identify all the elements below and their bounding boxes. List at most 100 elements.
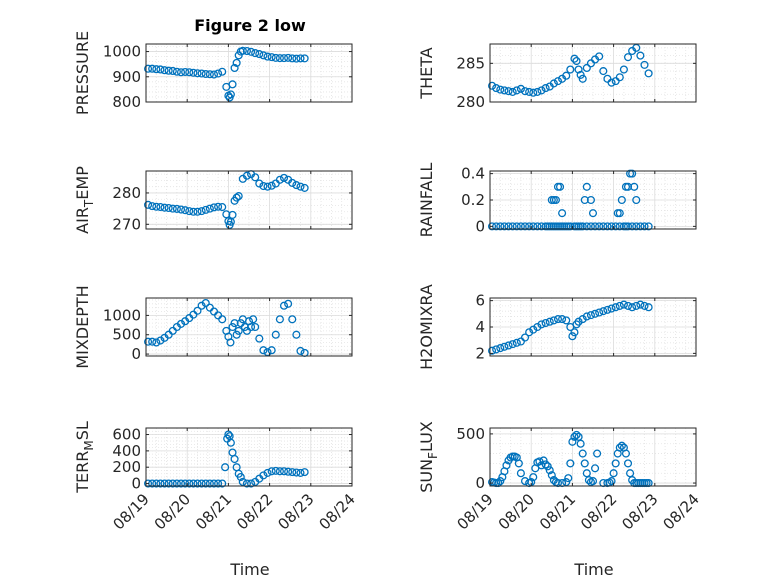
data-point bbox=[593, 449, 602, 458]
data-point bbox=[275, 467, 284, 476]
data-point bbox=[189, 207, 198, 216]
data-point bbox=[230, 454, 239, 464]
data-point bbox=[588, 209, 598, 218]
data-point bbox=[292, 54, 301, 63]
data-point bbox=[228, 322, 237, 332]
data-point bbox=[189, 479, 198, 488]
data-point bbox=[296, 468, 305, 477]
data-point bbox=[570, 328, 579, 337]
data-point bbox=[296, 346, 305, 356]
data-point bbox=[172, 67, 181, 76]
data-point bbox=[628, 222, 637, 231]
subplot-3: 0 0.2 0.4 RAINFALL bbox=[417, 163, 697, 238]
y-tick-label: 800 bbox=[112, 93, 141, 111]
data-point bbox=[533, 87, 542, 96]
data-point bbox=[172, 204, 181, 213]
data-point bbox=[226, 90, 235, 99]
data-point bbox=[176, 205, 186, 214]
data-point bbox=[275, 175, 284, 184]
axes-box bbox=[145, 43, 353, 103]
data-point bbox=[572, 430, 581, 439]
data-point bbox=[176, 479, 186, 488]
data-point bbox=[578, 222, 587, 231]
data-point bbox=[284, 299, 293, 308]
x-tick-label: 08/21 bbox=[192, 490, 235, 533]
data-point bbox=[525, 328, 534, 337]
data-point bbox=[586, 311, 595, 320]
data-point bbox=[595, 222, 604, 231]
y-tick-label: 200 bbox=[112, 458, 141, 476]
data-point bbox=[267, 53, 276, 62]
data-point bbox=[520, 333, 530, 342]
data-point bbox=[488, 222, 497, 231]
data-point bbox=[271, 466, 280, 475]
data-point bbox=[197, 207, 206, 216]
data-point bbox=[275, 315, 284, 324]
data-point bbox=[582, 222, 591, 231]
subplot-1: 280 285 THETA bbox=[417, 43, 697, 111]
data-point bbox=[205, 70, 214, 79]
data-point bbox=[249, 315, 258, 324]
data-point bbox=[599, 67, 608, 76]
data-point bbox=[164, 479, 173, 488]
data-point bbox=[226, 438, 235, 447]
data-point bbox=[271, 330, 280, 339]
data-point bbox=[181, 67, 190, 77]
data-point bbox=[185, 207, 194, 216]
y-axis-label: H2OMIXRA bbox=[417, 284, 436, 370]
data-point bbox=[562, 71, 571, 80]
plot-area bbox=[490, 44, 696, 102]
x-tick-label: 08/24 bbox=[660, 490, 703, 533]
data-point bbox=[296, 182, 305, 191]
data-point bbox=[603, 305, 612, 314]
data-point bbox=[636, 222, 645, 231]
x-tick-label: 08/20 bbox=[495, 490, 538, 533]
y-tick-label: 600 bbox=[112, 426, 141, 444]
data-point bbox=[193, 207, 202, 216]
data-point bbox=[201, 479, 210, 488]
data-point bbox=[632, 301, 641, 310]
data-point bbox=[500, 86, 509, 95]
data-point bbox=[172, 479, 181, 488]
data-point bbox=[214, 69, 223, 78]
data-point bbox=[251, 322, 260, 332]
data-point bbox=[300, 54, 309, 63]
subplot-7: 0 500 SUNFLUX 08/1908/2008/2108/2208/2308/2… bbox=[417, 421, 703, 533]
y-tick-label: 0 bbox=[475, 474, 485, 492]
x-tick-label: 08/22 bbox=[577, 490, 620, 533]
data-point bbox=[504, 87, 513, 96]
data-point bbox=[251, 49, 260, 58]
y-tick-label: 400 bbox=[112, 442, 141, 460]
data-point bbox=[572, 56, 581, 66]
data-point bbox=[504, 222, 513, 231]
data-point bbox=[545, 317, 554, 326]
y-axis-label: RAINFALL bbox=[417, 163, 436, 238]
data-point bbox=[607, 78, 616, 87]
x-tick-label: 08/23 bbox=[618, 490, 661, 533]
data-point bbox=[555, 182, 565, 191]
data-point bbox=[197, 69, 206, 78]
data-point bbox=[500, 342, 509, 351]
data-point bbox=[148, 337, 157, 346]
x-tick-label: 08/21 bbox=[536, 490, 579, 533]
data-point bbox=[259, 346, 268, 355]
data-point bbox=[586, 222, 595, 231]
data-point bbox=[562, 478, 571, 487]
data-point bbox=[562, 316, 571, 325]
data-point bbox=[226, 338, 235, 347]
data-point bbox=[584, 476, 593, 485]
data-point bbox=[251, 173, 260, 182]
data-point bbox=[197, 479, 206, 488]
y-tick-label: 280 bbox=[456, 93, 485, 111]
data-point bbox=[238, 477, 247, 486]
data-point bbox=[595, 308, 604, 317]
data-point bbox=[168, 66, 177, 76]
plot-area bbox=[146, 44, 352, 102]
data-point bbox=[500, 222, 509, 231]
data-point bbox=[508, 222, 517, 231]
data-point bbox=[623, 222, 633, 231]
data-point bbox=[539, 456, 548, 465]
axes-box bbox=[145, 170, 353, 230]
data-point bbox=[296, 54, 305, 63]
